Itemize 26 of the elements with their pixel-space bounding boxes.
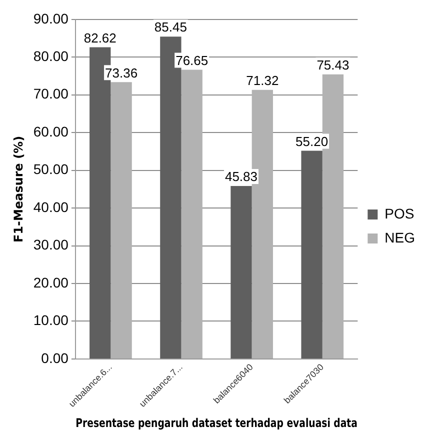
x-axis-title: Presentase pengaruh dataset terhadap evaluasi data [76, 416, 358, 430]
y-tick-label: 0.00 [41, 350, 69, 366]
y-tick-label: 80.00 [33, 48, 69, 64]
bar [301, 150, 322, 358]
data-label: 55.20 [296, 134, 328, 149]
y-tick-label: 70.00 [33, 86, 69, 102]
y-tick-label: 40.00 [33, 198, 69, 215]
bar [230, 186, 252, 358]
y-tick-label: 60.00 [33, 123, 69, 140]
data-label: 75.43 [316, 57, 350, 72]
y-axis-title: F1-Measure (%) [11, 136, 26, 243]
data-label: 82.62 [84, 30, 116, 46]
bar [181, 70, 202, 358]
y-tick-label: 50.00 [33, 161, 69, 178]
data-label: 73.36 [105, 65, 138, 80]
y-tick-label: 90.00 [33, 10, 69, 26]
legend-label: POS [384, 205, 414, 222]
y-tick-label: 30.00 [33, 236, 69, 253]
data-label: 45.83 [224, 169, 258, 184]
data-label: 85.45 [154, 20, 187, 35]
legend-label: NEG [384, 229, 416, 246]
data-label: 71.32 [246, 72, 279, 88]
y-tick-label: 20.00 [33, 274, 69, 290]
y-tick-label: 10.00 [33, 312, 69, 328]
bar [110, 82, 132, 358]
data-label: 76.65 [176, 52, 208, 68]
